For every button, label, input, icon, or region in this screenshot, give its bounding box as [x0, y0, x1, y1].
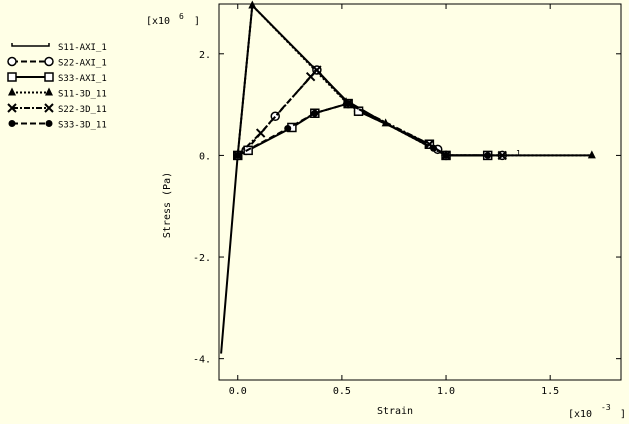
- legend-label: S11-3D_11: [58, 90, 107, 100]
- series-S22-AXI_1: [232, 65, 508, 161]
- legend-item: S11-3D_11: [8, 87, 107, 100]
- x-axis-label: Strain: [377, 406, 413, 417]
- legend-label: S11-AXI_1: [58, 43, 107, 53]
- legend-label: S33-3D_11: [58, 121, 107, 131]
- series-layer: [220, 0, 596, 354]
- x-tick-label: 0.0: [229, 386, 247, 397]
- legend-marker: [7, 72, 17, 82]
- series-S11-AXI_1: [220, 3, 592, 354]
- data-point: [312, 65, 322, 75]
- legend: S11-AXI_1 S22-AXI_1 S33-AXI_1 S11-3D_11 S22-…: [7, 43, 107, 131]
- legend-marker: [44, 56, 54, 67]
- data-point: [311, 109, 319, 117]
- data-point: [255, 128, 266, 138]
- legend-item: S11-AXI_1: [11, 43, 107, 53]
- data-point: [587, 150, 596, 159]
- legend-marker: [8, 87, 16, 96]
- x-tick-label: 1.5: [541, 386, 559, 397]
- series-line: [236, 3, 592, 157]
- series-S33-3D_11: [234, 100, 492, 159]
- series-line: [237, 102, 488, 157]
- data-point: [484, 151, 492, 159]
- legend-item: S33-3D_11: [8, 120, 107, 131]
- y-tick-label: -2.: [193, 253, 211, 264]
- x-tick-label: 0.5: [333, 386, 351, 397]
- y-tick-label: 0.: [199, 151, 211, 162]
- data-point: [344, 100, 352, 108]
- legend-item: S22-AXI_1: [7, 56, 107, 69]
- series-S33-AXI_1: [232, 98, 493, 161]
- x-multiplier-close: ]: [620, 409, 626, 420]
- legend-item: S22-3D_11: [7, 103, 107, 115]
- data-point: [430, 144, 438, 152]
- data-point: [442, 151, 450, 159]
- y-tick-label: 2.: [199, 50, 211, 61]
- y-axis-label: Stress (Pa): [162, 172, 173, 238]
- y-multiplier: [x10: [146, 16, 170, 27]
- legend-label: S22-AXI_1: [58, 59, 107, 69]
- legend-marker: [44, 103, 54, 113]
- data-point: [284, 124, 292, 132]
- data-point: [497, 150, 507, 161]
- legend-swatch: [11, 43, 50, 47]
- legend-marker: [45, 87, 53, 96]
- plot-frame: [218, 3, 622, 381]
- legend-marker: [8, 120, 16, 127]
- legend-label: S33-AXI_1: [58, 74, 107, 84]
- legend-marker: [44, 72, 54, 82]
- legend-marker: [45, 120, 53, 127]
- data-point: [234, 151, 242, 159]
- series-line: [220, 3, 592, 354]
- x-multiplier: [x10: [568, 409, 592, 420]
- y-tick-label: -4.: [193, 355, 211, 366]
- y-multiplier-exp: 6: [179, 12, 184, 21]
- series-S11-3D_11: [233, 0, 596, 159]
- axis-ticks: 0.0 0.5 1.0 1.5 -4. -2. 0. 2.: [193, 4, 621, 397]
- legend-marker: [7, 56, 17, 67]
- legend-label: S22-3D_11: [58, 105, 107, 115]
- end-annotation: 1: [516, 149, 521, 158]
- legend-marker: [7, 103, 17, 113]
- legend-item: S33-AXI_1: [7, 72, 107, 84]
- y-multiplier-close: ]: [194, 16, 200, 27]
- x-tick-label: 1.0: [437, 386, 455, 397]
- x-multiplier-exp: -3: [601, 403, 611, 412]
- data-point: [248, 0, 257, 9]
